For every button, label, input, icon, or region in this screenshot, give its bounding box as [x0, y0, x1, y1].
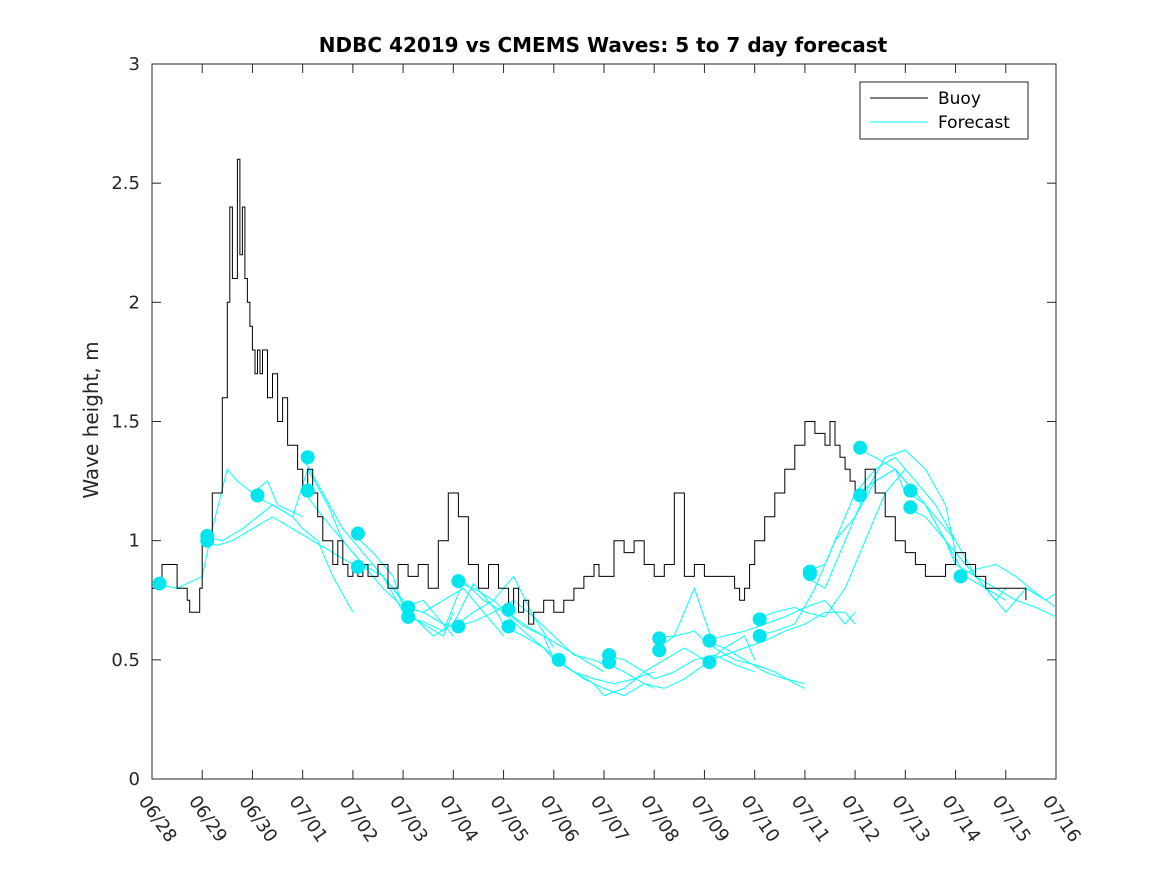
- forecast-marker: [451, 619, 466, 634]
- forecast-line: [402, 580, 555, 661]
- forecast-marker: [853, 440, 868, 455]
- y-tick-label: 2.5: [111, 173, 140, 194]
- forecast-line: [754, 468, 906, 620]
- y-tick-label: 2: [129, 292, 140, 313]
- legend-label-forecast: Forecast: [938, 113, 1010, 133]
- forecast-marker: [702, 633, 717, 648]
- forecast-marker: [602, 655, 617, 670]
- y-tick-label: 0: [129, 769, 140, 790]
- y-tick-label: 1.5: [111, 412, 140, 433]
- y-tick-label: 3: [129, 54, 140, 75]
- forecast-marker: [152, 576, 167, 591]
- forecast-line: [151, 468, 303, 589]
- forecast-marker: [401, 609, 416, 624]
- forecast-line: [302, 490, 454, 637]
- forecast-marker: [903, 500, 918, 515]
- forecast-marker: [350, 559, 365, 574]
- forecast-marker: [752, 629, 767, 643]
- forecast-line: [503, 626, 655, 697]
- forecast-line: [402, 575, 555, 649]
- chart-title: NDBC 42019 vs CMEMS Waves: 5 to 7 day fo…: [319, 33, 888, 57]
- forecast-marker: [250, 488, 265, 503]
- forecast-marker: [702, 655, 717, 670]
- y-tick-label: 1: [129, 531, 140, 552]
- forecast-marker: [300, 450, 315, 465]
- forecast-marker: [501, 602, 516, 617]
- forecast-marker: [200, 533, 215, 548]
- forecast-marker: [300, 483, 315, 498]
- forecast-line: [653, 586, 806, 689]
- forecast-line: [704, 611, 856, 663]
- forecast-line: [955, 563, 1057, 608]
- forecast-marker: [802, 567, 817, 582]
- forecast-marker: [501, 619, 516, 634]
- y-axis-label: Wave height, m: [79, 341, 103, 498]
- forecast-marker: [953, 569, 968, 584]
- forecast-marker: [451, 574, 466, 589]
- forecast-line: [352, 563, 505, 637]
- legend-box: [859, 81, 1029, 140]
- forecast-marker: [752, 612, 767, 627]
- forecast-line: [603, 654, 755, 680]
- forecast-line: [202, 516, 354, 565]
- y-tick-label: 0.5: [111, 650, 140, 671]
- forecast-line: [252, 467, 404, 601]
- forecast-marker: [652, 643, 667, 658]
- forecast-line: [704, 599, 856, 642]
- forecast-marker: [903, 483, 918, 498]
- legend-label-buoy: Buoy: [938, 89, 981, 109]
- forecast-line: [654, 630, 806, 685]
- legend: Buoy Forecast: [859, 81, 1029, 140]
- forecast-marker: [853, 488, 868, 503]
- forecast-line: [804, 449, 957, 590]
- forecast-marker: [551, 652, 566, 667]
- forecast-marker: [350, 526, 365, 541]
- forecast-line: [553, 647, 705, 697]
- forecast-line: [603, 635, 756, 689]
- forecast-marker: [652, 631, 667, 646]
